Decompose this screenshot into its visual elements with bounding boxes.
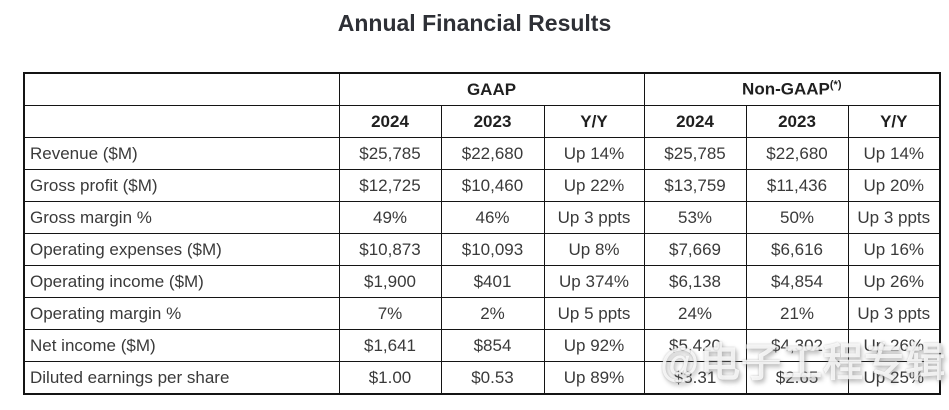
col-header-nongaap-yy: Y/Y	[847, 105, 941, 138]
col-header-nongaap-2024: 2024	[643, 105, 747, 138]
cell-value: Up 374%	[543, 265, 645, 298]
cell-value: $10,460	[440, 169, 545, 202]
table-row-operating-margin: Operating margin % 7% 2% Up 5 ppts 24% 2…	[23, 297, 941, 330]
cell-value: $10,873	[338, 233, 442, 266]
cell-value: 46%	[440, 201, 545, 234]
cell-value: 2%	[440, 297, 545, 330]
cell-value: $25,785	[643, 137, 747, 170]
table-row-gross-profit: Gross profit ($M) $12,725 $10,460 Up 22%…	[23, 169, 941, 202]
cell-value: Up 5 ppts	[543, 297, 645, 330]
cell-value: Up 25%	[847, 361, 941, 395]
cell-value: $22,680	[440, 137, 545, 170]
non-gaap-footnote-marker: (*)	[829, 79, 842, 92]
cell-value: $13,759	[643, 169, 747, 202]
cell-value: $7,669	[643, 233, 747, 266]
non-gaap-group-label: Non-GAAP	[742, 79, 830, 99]
cell-value: Up 16%	[847, 233, 941, 266]
cell-value: $5,420	[643, 329, 747, 362]
cell-value: Up 3 ppts	[543, 201, 645, 234]
cell-value: Up 8%	[543, 233, 645, 266]
col-header-gaap-2024: 2024	[338, 105, 442, 138]
cell-value: $6,616	[745, 233, 849, 266]
gaap-group-label: GAAP	[466, 79, 517, 99]
cell-value: 50%	[745, 201, 849, 234]
cell-value: Up 3 ppts	[847, 297, 941, 330]
col-header-gaap-yy: Y/Y	[543, 105, 645, 138]
row-label: Diluted earnings per share	[23, 361, 340, 395]
col-header-nongaap-2023: 2023	[745, 105, 849, 138]
cell-value: $2.65	[745, 361, 849, 395]
financial-results-table: GAAP Non-GAAP(*) 2024 2023 Y/Y 2024 2023…	[23, 72, 942, 395]
cell-value: Up 14%	[543, 137, 645, 170]
cell-value: Up 22%	[543, 169, 645, 202]
table-row-operating-income: Operating income ($M) $1,900 $401 Up 374…	[23, 265, 941, 298]
table-row-operating-expenses: Operating expenses ($M) $10,873 $10,093 …	[23, 233, 941, 266]
cell-value: $0.53	[440, 361, 545, 395]
group-header-row: GAAP Non-GAAP(*)	[23, 72, 941, 106]
row-label: Gross margin %	[23, 201, 340, 234]
cell-value: $4,854	[745, 265, 849, 298]
table-row-diluted-eps: Diluted earnings per share $1.00 $0.53 U…	[23, 361, 941, 395]
year-header-row: 2024 2023 Y/Y 2024 2023 Y/Y	[23, 105, 941, 138]
cell-value: $10,093	[440, 233, 545, 266]
corner-cell	[23, 72, 340, 106]
cell-value: 24%	[643, 297, 747, 330]
cell-value: 21%	[745, 297, 849, 330]
row-label: Operating margin %	[23, 297, 340, 330]
row-label: Net income ($M)	[23, 329, 340, 362]
cell-value: Up 92%	[543, 329, 645, 362]
cell-value: $25,785	[338, 137, 442, 170]
cell-value: 7%	[338, 297, 442, 330]
cell-value: $3.31	[643, 361, 747, 395]
cell-value: $854	[440, 329, 545, 362]
row-label: Operating income ($M)	[23, 265, 340, 298]
cell-value: 49%	[338, 201, 442, 234]
cell-value: $4,302	[745, 329, 849, 362]
cell-value: $22,680	[745, 137, 849, 170]
gaap-group-header: GAAP	[338, 72, 645, 106]
cell-value: 53%	[643, 201, 747, 234]
table-row-net-income: Net income ($M) $1,641 $854 Up 92% $5,42…	[23, 329, 941, 362]
row-label: Operating expenses ($M)	[23, 233, 340, 266]
cell-value: Up 3 ppts	[847, 201, 941, 234]
row-label: Gross profit ($M)	[23, 169, 340, 202]
cell-value: $1.00	[338, 361, 442, 395]
cell-value: $1,900	[338, 265, 442, 298]
row-label: Revenue ($M)	[23, 137, 340, 170]
cell-value: Up 20%	[847, 169, 941, 202]
cell-value: Up 89%	[543, 361, 645, 395]
table-row-revenue: Revenue ($M) $25,785 $22,680 Up 14% $25,…	[23, 137, 941, 170]
cell-value: $11,436	[745, 169, 849, 202]
non-gaap-group-header: Non-GAAP(*)	[643, 72, 941, 106]
table-row-gross-margin: Gross margin % 49% 46% Up 3 ppts 53% 50%…	[23, 201, 941, 234]
col-header-gaap-2023: 2023	[440, 105, 545, 138]
cell-value: Up 26%	[847, 329, 941, 362]
corner-cell-2	[23, 105, 340, 138]
cell-value: $12,725	[338, 169, 442, 202]
cell-value: $1,641	[338, 329, 442, 362]
cell-value: $401	[440, 265, 545, 298]
page-title: Annual Financial Results	[337, 10, 612, 36]
cell-value: Up 14%	[847, 137, 941, 170]
cell-value: $6,138	[643, 265, 747, 298]
cell-value: Up 26%	[847, 265, 941, 298]
